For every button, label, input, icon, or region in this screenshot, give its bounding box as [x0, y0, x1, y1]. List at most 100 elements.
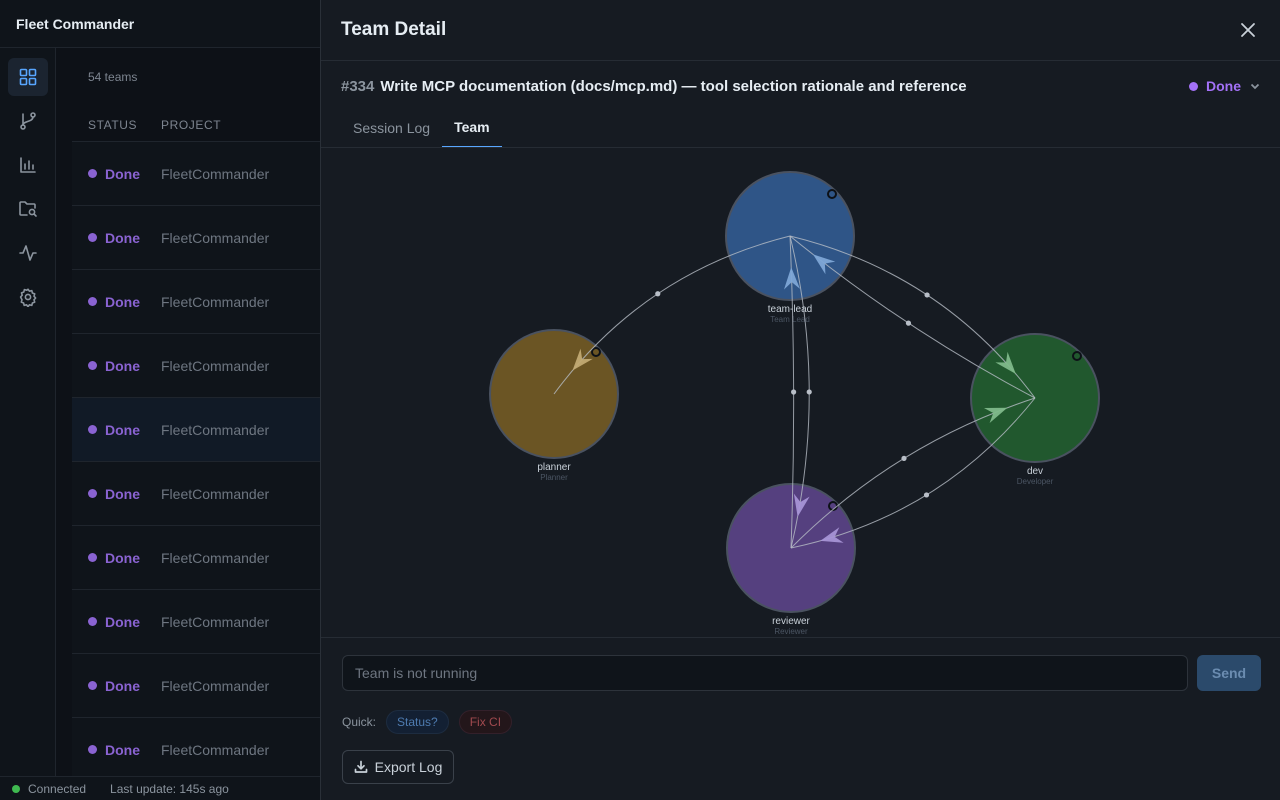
chevron-down-icon — [1250, 83, 1260, 90]
team-status: Done — [72, 614, 161, 630]
graph-edge-reviewer-to-dev — [790, 397, 1036, 549]
send-button[interactable]: Send — [1197, 655, 1261, 691]
git-branch-icon — [20, 112, 36, 130]
issue-title: #334 Write MCP documentation (docs/mcp.md… — [341, 78, 967, 95]
detail-tabs: Session Log Team — [341, 108, 502, 148]
status-column-header[interactable]: STATUS — [88, 117, 138, 132]
tab-session-log[interactable]: Session Log — [353, 120, 431, 136]
status-dot-icon — [88, 681, 97, 690]
app-title: Fleet Commander — [0, 0, 320, 48]
issue-title-text: Write MCP documentation (docs/mcp.md) — … — [380, 77, 967, 95]
team-status: Done — [72, 230, 161, 246]
nav-projects-button[interactable] — [8, 190, 48, 228]
quick-actions: Quick: Status? Fix CI — [342, 709, 513, 735]
nav-analytics-button[interactable] — [8, 146, 48, 184]
team-project: FleetCommander — [161, 357, 270, 374]
status-dot-icon — [88, 233, 97, 242]
team-status: Done — [72, 166, 161, 182]
graph-edge-team-lead-to-planner — [553, 235, 791, 395]
status-dot-icon — [88, 489, 97, 498]
team-project: FleetCommander — [161, 165, 270, 182]
status-dropdown[interactable]: Done — [1189, 78, 1261, 94]
close-button[interactable] — [1236, 18, 1260, 42]
team-row[interactable]: Done FleetCommander — [72, 526, 320, 590]
team-status: Done — [72, 422, 161, 438]
nav-activity-button[interactable] — [8, 234, 48, 272]
team-row[interactable]: Done FleetCommander — [72, 206, 320, 270]
team-project: FleetCommander — [161, 293, 270, 310]
team-project: FleetCommander — [161, 229, 270, 246]
grid-icon — [19, 68, 37, 86]
close-icon — [1241, 23, 1255, 37]
team-status: Done — [72, 550, 161, 566]
team-status: Done — [72, 358, 161, 374]
team-row[interactable]: Done FleetCommander — [72, 654, 320, 718]
team-row[interactable]: Done FleetCommander — [72, 590, 320, 654]
status-dot-icon — [88, 617, 97, 626]
nav-teams-button[interactable] — [8, 58, 48, 96]
team-detail-panel: Team Detail #334 Write MCP documentation … — [320, 0, 1280, 800]
team-status-label: Done — [105, 613, 140, 630]
panel-header: Team Detail — [321, 0, 1280, 61]
team-list-header: STATUS PROJECT — [72, 108, 320, 142]
team-status-label: Done — [105, 357, 140, 374]
quick-label: Quick: — [342, 715, 377, 729]
graph-node-label: reviewer — [772, 616, 810, 627]
export-log-label: Export Log — [374, 759, 443, 775]
graph-node-label: planner — [537, 462, 571, 473]
graph-node-role: Developer — [1017, 477, 1054, 486]
team-status-label: Done — [105, 677, 140, 694]
status-dot-icon — [88, 553, 97, 562]
connection-indicator-icon — [12, 784, 20, 793]
team-row[interactable]: Done FleetCommander — [72, 270, 320, 334]
graph-node-role: Team Lead — [770, 315, 810, 324]
team-project: FleetCommander — [161, 741, 270, 758]
activity-icon — [19, 245, 37, 261]
export-log-button[interactable]: Export Log — [342, 750, 454, 784]
team-status-label: Done — [105, 485, 140, 502]
graph-edge-dev-to-team-lead — [789, 235, 1036, 399]
status-dot-icon — [1189, 81, 1198, 91]
nav-branches-button[interactable] — [8, 102, 48, 140]
folder-search-icon — [19, 201, 37, 217]
nav-settings-button[interactable] — [8, 278, 48, 316]
team-status: Done — [72, 486, 161, 502]
team-project: FleetCommander — [161, 485, 270, 502]
team-row[interactable]: Done FleetCommander — [72, 718, 320, 776]
status-dot-icon — [88, 297, 97, 306]
status-dot-icon — [88, 361, 97, 370]
gear-icon — [19, 288, 37, 307]
team-status-label: Done — [105, 741, 140, 758]
graph-node-label: dev — [1027, 466, 1043, 477]
issue-number: #334 — [341, 77, 375, 95]
team-row[interactable]: Done FleetCommander — [72, 142, 320, 206]
last-update: Last update: 145s ago — [110, 781, 229, 796]
team-project: FleetCommander — [161, 677, 270, 694]
message-input[interactable]: Team is not running — [342, 655, 1188, 691]
team-status: Done — [72, 742, 161, 758]
team-row[interactable]: Done FleetCommander — [72, 462, 320, 526]
quick-chip-status[interactable]: Status? — [386, 710, 449, 734]
team-status: Done — [72, 678, 161, 694]
team-status-label: Done — [105, 165, 140, 182]
graph-node-role: Planner — [540, 473, 568, 482]
graph-edge-dev-to-reviewer — [790, 397, 1036, 549]
quick-chip-fix-ci[interactable]: Fix CI — [458, 710, 513, 734]
project-column-header[interactable]: PROJECT — [161, 117, 222, 132]
status-dot-icon — [88, 169, 97, 178]
team-list-rows: Done FleetCommander Done FleetCommander Done… — [72, 142, 320, 776]
team-status-label: Done — [105, 229, 140, 246]
team-project: FleetCommander — [161, 613, 270, 630]
tab-team[interactable]: Team — [442, 108, 502, 148]
team-row[interactable]: Done FleetCommander — [72, 334, 320, 398]
team-row[interactable]: Done FleetCommander — [72, 398, 320, 462]
status-bar: Connected Last update: 145s ago — [0, 776, 320, 800]
team-count: 54 teams — [88, 70, 138, 84]
team-graph: team-lead Team Lead planner Planner dev Devel… — [321, 148, 1280, 637]
graph-node-role: Reviewer — [774, 627, 808, 636]
team-project: FleetCommander — [161, 549, 270, 566]
issue-line: #334 Write MCP documentation (docs/mcp.md… — [341, 76, 1261, 96]
download-icon — [354, 760, 367, 773]
